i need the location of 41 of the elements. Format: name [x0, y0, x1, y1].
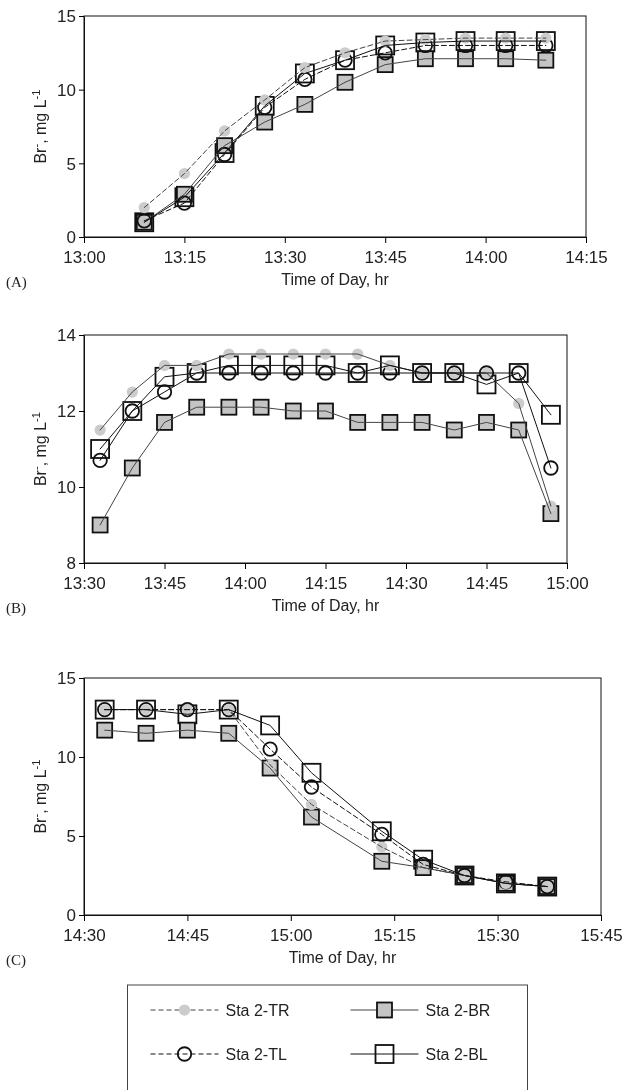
- legend-label: Sta 2-TR: [225, 1001, 290, 1019]
- x-tick-label: 13:45: [143, 574, 187, 593]
- text: (B): [6, 600, 26, 617]
- y-tick-label: 14: [57, 326, 76, 346]
- x-tick-label: 13:30: [264, 248, 307, 267]
- legend-label: Sta 2-BL: [425, 1045, 488, 1063]
- y-tick-label: 10: [57, 748, 76, 768]
- x-tick-label: 14:00: [224, 574, 267, 593]
- y-tick-label: 5: [66, 154, 76, 174]
- x-tick-label: 13:45: [364, 248, 407, 267]
- y-tick-label: 5: [66, 827, 76, 847]
- x-tick-label: 14:00: [464, 248, 508, 267]
- x-tick-label: 13:30: [63, 574, 106, 593]
- x-tick-label: 14:30: [385, 574, 428, 593]
- x-tick-label: 15:15: [373, 926, 416, 945]
- y-tick-label: 15: [57, 669, 76, 689]
- x-tick-label: 13:00: [63, 248, 106, 267]
- x-axis-title: Time of Day, hr: [281, 271, 390, 288]
- x-tick-label: 15:00: [270, 926, 313, 945]
- y-tick-label: 0: [66, 228, 76, 248]
- y-tick-label: 0: [66, 906, 76, 926]
- x-axis-title: Time of Day, hr: [288, 949, 397, 966]
- x-tick-label: 15:45: [580, 926, 623, 945]
- y-tick-label: 10: [57, 478, 76, 498]
- x-tick-label: 13:15: [163, 248, 207, 267]
- x-axis-title: Time of Day, hr: [271, 597, 380, 614]
- x-tick-label: 14:15: [565, 248, 608, 267]
- text: (A): [6, 274, 27, 291]
- x-tick-label: 15:00: [546, 574, 589, 593]
- x-tick-label: 14:45: [465, 574, 509, 593]
- x-tick-label: 15:30: [476, 926, 520, 945]
- text: (C): [6, 952, 26, 969]
- x-tick-label: 14:30: [63, 926, 106, 945]
- x-tick-label: 14:45: [166, 926, 210, 945]
- legend-label: Sta 2-BR: [425, 1001, 491, 1019]
- y-tick-label: 10: [57, 81, 76, 101]
- x-tick-label: 14:15: [304, 574, 348, 593]
- y-tick-label: 12: [57, 402, 76, 422]
- legend-label: Sta 2-TL: [225, 1045, 287, 1063]
- y-tick-label: 15: [57, 7, 76, 27]
- y-tick-label: 8: [66, 554, 76, 574]
